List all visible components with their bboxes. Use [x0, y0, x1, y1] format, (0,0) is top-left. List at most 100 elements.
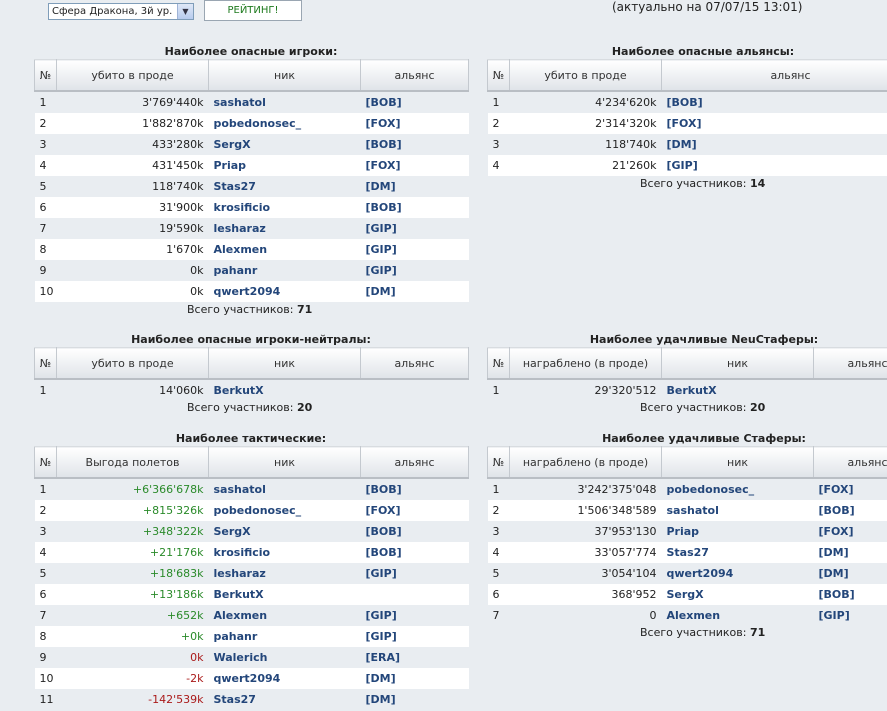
column-header: убито в проде	[509, 59, 662, 92]
player-link[interactable]: Priap	[666, 525, 700, 538]
alliance-link[interactable]: [BOB]	[365, 483, 402, 496]
player-link[interactable]: Stas27	[213, 180, 256, 193]
alliance-cell: [FOX]	[813, 478, 887, 500]
rating-button[interactable]: РЕЙТИНГ!	[204, 0, 302, 21]
player-link[interactable]: BerkutX	[213, 588, 264, 601]
player-link[interactable]: sashatol	[213, 483, 266, 496]
player-link[interactable]: Priap	[213, 159, 247, 172]
alliance-link[interactable]: [DM]	[365, 285, 396, 298]
player-link[interactable]: qwert2094	[666, 567, 734, 580]
alliance-link[interactable]: [GIP]	[365, 567, 397, 580]
player-link[interactable]: pobedonosec_	[213, 117, 302, 130]
row-number: 8	[34, 239, 57, 260]
nick-cell: Priap	[661, 521, 814, 542]
table-row: 11 -142'539k Stas27 [DM]	[34, 689, 469, 710]
alliance-link[interactable]: [BOB]	[818, 588, 855, 601]
alliance-cell: [DM]	[813, 542, 887, 563]
alliance-link[interactable]: [FOX]	[666, 117, 702, 130]
player-link[interactable]: SergX	[666, 588, 704, 601]
column-header: убито в проде	[56, 59, 209, 92]
alliance-cell: [BOB]	[813, 584, 887, 605]
player-link[interactable]: qwert2094	[213, 672, 281, 685]
alliance-link[interactable]: [GIP]	[365, 264, 397, 277]
player-link[interactable]: lesharaz	[213, 222, 266, 235]
alliance-link[interactable]: [DM]	[818, 546, 849, 559]
chevron-down-icon[interactable]: ▼	[177, 4, 193, 19]
row-value: 31'900k	[56, 197, 209, 218]
player-link[interactable]: qwert2094	[213, 285, 281, 298]
nick-cell: SergX	[661, 584, 814, 605]
alliance-link[interactable]: [BOB]	[365, 201, 402, 214]
player-link[interactable]: Alexmen	[213, 243, 268, 256]
column-header: ник	[661, 347, 814, 380]
table-row: 1 4'234'620k [BOB]	[487, 91, 887, 113]
alliance-link[interactable]: [BOB]	[666, 96, 703, 109]
alliance-link[interactable]: [DM]	[666, 138, 697, 151]
nick-cell: Stas27	[208, 176, 361, 197]
alliance-link[interactable]: [DM]	[365, 693, 396, 706]
table-row: 1 14'060k BerkutX	[34, 379, 469, 401]
alliance-link[interactable]: [GIP]	[365, 630, 397, 643]
player-link[interactable]: Alexmen	[666, 609, 721, 622]
alliance-link[interactable]: [FOX]	[818, 483, 854, 496]
column-header: награблено (в проде)	[509, 347, 662, 380]
alliance-cell: [FOX]	[360, 500, 469, 521]
alliance-link[interactable]: [FOX]	[365, 504, 401, 517]
column-header: альянс	[661, 59, 887, 92]
alliance-link[interactable]: [DM]	[365, 672, 396, 685]
alliance-cell: [DM]	[360, 689, 469, 710]
table-row: 8 1'670k Alexmen [GIP]	[34, 239, 469, 260]
nick-cell: lesharaz	[208, 218, 361, 239]
player-link[interactable]: Stas27	[666, 546, 709, 559]
alliance-link[interactable]: [GIP]	[365, 222, 397, 235]
player-link[interactable]: BerkutX	[666, 384, 717, 397]
nick-cell: pobedonosec_	[208, 500, 361, 521]
player-link[interactable]: pahanr	[213, 630, 258, 643]
alliance-link[interactable]: [GIP]	[365, 243, 397, 256]
table-row: 2 +815'326k pobedonosec_ [FOX]	[34, 500, 469, 521]
player-link[interactable]: BerkutX	[213, 384, 264, 397]
alliance-link[interactable]: [GIP]	[818, 609, 850, 622]
alliance-link[interactable]: [BOB]	[365, 525, 402, 538]
table-row: 5 3'054'104 qwert2094 [DM]	[487, 563, 887, 584]
alliance-link[interactable]: [BOB]	[365, 96, 402, 109]
alliance-link[interactable]: [FOX]	[818, 525, 854, 538]
section-title: Наиболее удачливые Стаферы:	[602, 432, 806, 445]
player-link[interactable]: pobedonosec_	[213, 504, 302, 517]
location-select[interactable]: Сфера Дракона, 3й ур. ▼	[48, 3, 194, 20]
table-row: 1 3'769'440k sashatol [BOB]	[34, 91, 469, 113]
player-link[interactable]: SergX	[213, 138, 251, 151]
total-participants: Всего участников: 20	[187, 401, 313, 414]
table-row: 4 431'450k Priap [FOX]	[34, 155, 469, 176]
table-row: 10 0k qwert2094 [DM]	[34, 281, 469, 302]
total-participants: Всего участников: 71	[640, 626, 766, 639]
row-value: 14'060k	[56, 379, 209, 401]
player-link[interactable]: sashatol	[666, 504, 719, 517]
alliance-link[interactable]: [BOB]	[365, 546, 402, 559]
alliance-link[interactable]: [DM]	[818, 567, 849, 580]
alliance-link[interactable]: [ERA]	[365, 651, 401, 664]
row-value: 33'057'774	[509, 542, 662, 563]
player-link[interactable]: Alexmen	[213, 609, 268, 622]
player-link[interactable]: krosificio	[213, 546, 271, 559]
player-link[interactable]: lesharaz	[213, 567, 266, 580]
alliance-link[interactable]: [DM]	[365, 180, 396, 193]
row-number: 7	[34, 605, 57, 626]
alliance-link[interactable]: [BOB]	[818, 504, 855, 517]
player-link[interactable]: Stas27	[213, 693, 256, 706]
nick-cell: sashatol	[208, 91, 361, 113]
alliance-link[interactable]: [BOB]	[365, 138, 402, 151]
alliance-link[interactable]: [GIP]	[365, 609, 397, 622]
alliance-link[interactable]: [GIP]	[666, 159, 698, 172]
player-link[interactable]: pahanr	[213, 264, 258, 277]
player-link[interactable]: SergX	[213, 525, 251, 538]
column-header: ник	[208, 347, 361, 380]
row-value: -2k	[56, 668, 209, 689]
stafers-table: № награблено (в проде) ник альянс 1 3'242'37…	[487, 446, 887, 626]
player-link[interactable]: pobedonosec_	[666, 483, 755, 496]
player-link[interactable]: krosificio	[213, 201, 271, 214]
player-link[interactable]: Walerich	[213, 651, 268, 664]
alliance-link[interactable]: [FOX]	[365, 159, 401, 172]
player-link[interactable]: sashatol	[213, 96, 266, 109]
alliance-link[interactable]: [FOX]	[365, 117, 401, 130]
